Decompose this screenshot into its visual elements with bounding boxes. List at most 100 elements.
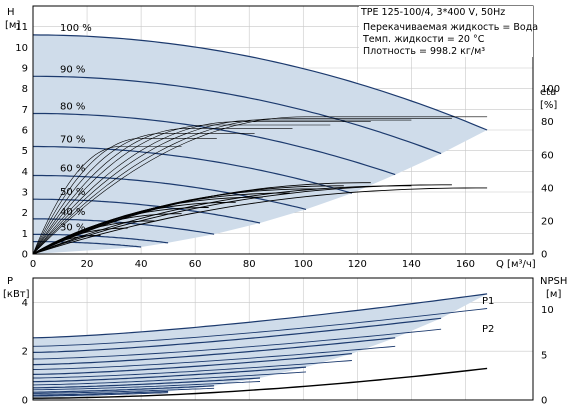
head-area-fill [33,34,488,255]
eta-tick-label: 40 [541,183,554,194]
efficiency-curves [32,116,488,255]
head-tick-label: 11 [15,22,28,33]
head-tick-label: 7 [22,105,28,116]
power-p1-curve [32,366,307,383]
npsh-axis-label: NPSH [540,276,567,287]
power-p2-curve [32,371,307,386]
power-p1-curve [32,337,396,366]
head-tick-label: 4 [22,167,28,178]
eta-curve [32,124,331,255]
speed-label: 100 % [60,23,92,34]
head-axis-unit: [м] [5,20,20,31]
power-p1-curve [33,390,169,396]
head-tick-label: 3 [22,188,28,199]
head-operating-area [33,34,488,255]
head-tick-label: 9 [22,64,28,75]
npsh-axis-unit: [м] [546,289,561,300]
npsh-tick-label: 5 [541,350,547,361]
system-curve [32,187,488,255]
power-curves [32,293,488,397]
head-curve [32,34,488,131]
power-tick-label: 2 [22,347,28,358]
system-curve [32,234,101,255]
head-curve [33,112,396,176]
eta-curve [32,119,412,255]
flow-tick-label: 160 [456,259,475,270]
head-curve [33,174,307,210]
power-p2-curve [33,392,169,397]
flow-tick-label: 60 [189,259,202,270]
head-chart: 0 1 2 3 4 5 6 7 8 9 10 11 0 20 40 60 80 100 0 20 40 60 80 100… [5,5,560,270]
npsh-tick-label: 10 [541,305,554,316]
speed-label: 90 % [60,64,85,75]
head-curve [33,75,442,155]
eta-tick-label: 20 [541,216,554,227]
speed-label: 30 % [60,222,85,233]
eta-tick-label: 100 [541,84,560,95]
head-axis-ticks: 0 1 2 3 4 5 6 7 8 9 10 11 [15,22,28,260]
speed-labels: 100 % 90 % 80 % 70 % 60 % 50 % 40 % 30 % [60,23,92,233]
npsh-tick-label: 0 [541,396,547,407]
power-p1-curve [32,293,488,339]
flow-axis-label: Q [м³/ч] [496,259,536,270]
power-p2-curve [32,328,442,360]
temperature-annotation: Темп. жидкости = 20 °C [362,34,485,45]
eta-axis-ticks: 0 20 40 60 80 100 [541,84,560,260]
eta-tick-label: 0 [541,250,547,261]
power-p2-curve [32,308,488,347]
speed-label: 70 % [60,135,85,146]
eta-curve [32,138,217,255]
npsh-curve [33,367,488,399]
flow-tick-label: 140 [402,259,421,270]
head-curve [33,145,353,194]
power-axis-ticks: 0 2 4 [22,298,28,407]
head-tick-label: 0 [22,250,28,261]
eta-curve [32,128,293,255]
flow-tick-label: 100 [294,259,313,270]
head-curve [33,233,169,244]
flow-tick-label: 40 [135,259,148,270]
flow-tick-label: 120 [348,259,367,270]
power-tick-label: 0 [22,396,28,407]
info-box [359,6,533,57]
power-axis-label: P [7,276,13,287]
npsh-line [33,367,488,399]
power-p2-curve [33,387,215,394]
eta-tick-label: 80 [541,117,554,128]
p2-label: P2 [482,324,494,335]
power-tick-label: 4 [22,298,28,309]
system-curve [32,185,412,255]
head-chart-frame [32,5,534,255]
power-chart: 0 2 4 0 5 10 P [кВт] NPSH [м] P1 P2 [3,276,567,407]
flow-axis-ticks: 0 20 40 60 80 100 120 140 160 [30,259,475,270]
head-curve [33,241,142,248]
head-tick-label: 10 [15,43,28,54]
power-p1-curve [32,353,352,375]
eta-curve [32,146,182,255]
pump-title: TPE 125-100/4, 3*400 V, 50Hz [360,7,505,18]
power-axis-unit: [кВт] [3,289,30,300]
power-chart-frame [32,277,534,401]
eta-tick-label: 60 [541,150,554,161]
head-tick-label: 2 [22,208,28,219]
flow-tick-label: 80 [243,259,256,270]
system-curves [32,182,488,255]
npsh-axis-ticks: 0 5 10 [541,305,554,406]
density-annotation: Плотность = 998.2 кг/м³ [363,46,485,57]
flow-tick-label: 20 [81,259,94,270]
speed-label: 50 % [60,187,85,198]
head-axis-label: H [7,7,15,18]
speed-label: 40 % [60,207,85,218]
speed-label: 60 % [60,163,85,174]
flow-tick-label: 0 [30,259,36,270]
power-p2-curve [32,345,396,370]
head-tick-label: 5 [22,146,28,157]
power-p1-curve [32,317,442,353]
head-tick-label: 8 [22,84,28,95]
eta-axis-unit: [%] [540,100,557,111]
power-p1-curve [33,377,261,389]
power-p2-curve [32,381,261,391]
power-p2-curve [33,360,352,379]
speed-label: 80 % [60,101,85,112]
